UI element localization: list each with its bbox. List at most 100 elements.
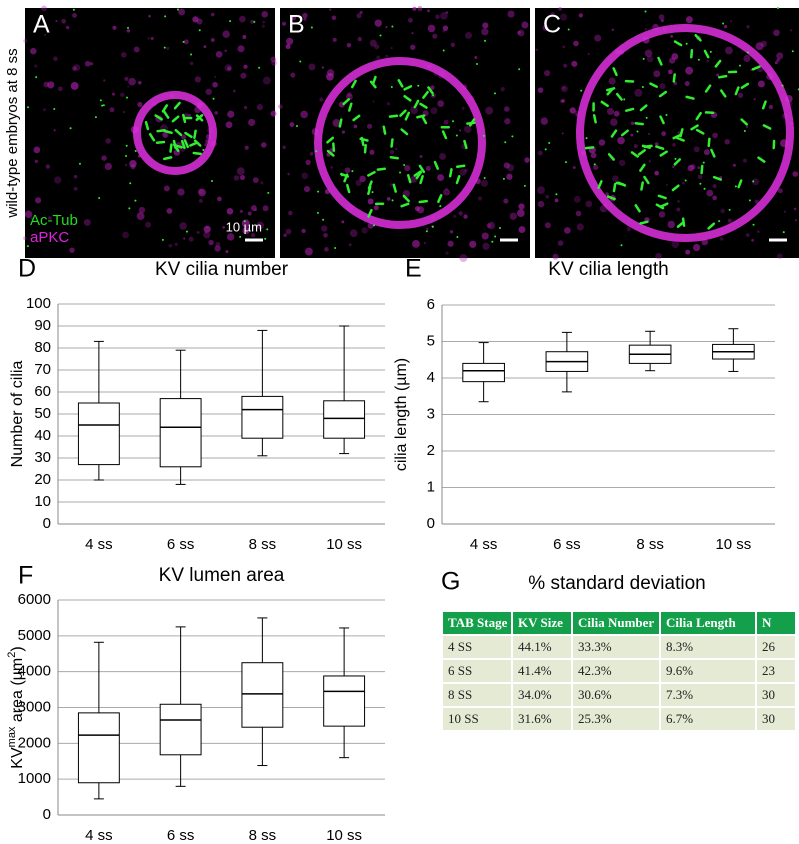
green-dot <box>623 98 626 101</box>
stain-spot <box>410 175 418 183</box>
cilium <box>413 99 420 109</box>
stain-spot <box>61 18 67 24</box>
green-dot <box>351 170 354 173</box>
cell-text: 4 SS <box>448 639 472 654</box>
stain-spot <box>309 152 314 156</box>
stain-spot <box>321 225 328 232</box>
stain-spot <box>240 175 246 181</box>
stain-spot <box>521 21 529 29</box>
table-cell <box>443 684 511 706</box>
green-dot <box>212 97 215 100</box>
stain-spot <box>430 107 438 115</box>
stain-spot <box>569 107 576 114</box>
stain-spot <box>83 218 91 226</box>
stain-spot <box>203 225 211 233</box>
side-label: wild-type embryos at 8 ss <box>4 48 21 218</box>
stain-spot <box>239 15 246 23</box>
stain-spot <box>692 243 701 252</box>
green-dot <box>125 155 128 158</box>
stain-spot <box>73 186 78 191</box>
stain-spot <box>48 216 52 220</box>
cilium <box>455 175 461 185</box>
stain-spot <box>41 5 47 12</box>
green-dot <box>684 179 687 182</box>
stain-spot <box>239 209 243 213</box>
stain-spot <box>385 54 389 58</box>
cilium <box>740 82 750 89</box>
stain-spot <box>72 13 77 18</box>
stain-spot <box>324 247 329 252</box>
stain-spot <box>535 48 538 51</box>
stain-spot <box>290 72 296 78</box>
stain-spot <box>732 163 736 167</box>
stain-spot <box>150 36 154 41</box>
stain-spot <box>308 63 316 71</box>
cilium <box>182 113 187 124</box>
y-tick-label: 50 <box>34 405 51 422</box>
cilium <box>348 102 353 112</box>
stain-spot <box>648 132 651 135</box>
stain-spot <box>445 11 449 15</box>
stain-spot <box>373 205 379 211</box>
cilium <box>163 110 170 119</box>
cilium <box>399 109 407 117</box>
stain-spot <box>464 168 468 173</box>
stain-spot <box>727 218 732 223</box>
stain-spot <box>250 205 257 211</box>
stain-spot <box>745 233 750 237</box>
panel-label: C <box>543 11 561 39</box>
stain-spot <box>481 232 489 240</box>
stain-spot <box>445 188 448 191</box>
stain-spot <box>427 24 436 33</box>
green-dot <box>26 245 29 248</box>
stain-spot <box>289 122 295 127</box>
stain-spot <box>329 8 332 11</box>
green-dot <box>243 220 246 223</box>
green-dot <box>190 53 193 56</box>
cilium <box>657 56 663 66</box>
stain-spot <box>563 63 568 68</box>
green-dot <box>266 228 269 231</box>
stain-spot <box>594 34 602 42</box>
stain-spot <box>179 222 187 230</box>
y-label-part: ) <box>9 646 26 651</box>
cell-text: 30 <box>762 711 775 726</box>
stain-spot <box>687 164 694 172</box>
table-title: % standard deviation <box>528 573 705 594</box>
cilium <box>416 114 426 119</box>
stain-spot <box>606 107 615 116</box>
cilium <box>600 100 609 108</box>
stain-spot <box>654 142 659 147</box>
green-dot <box>593 163 596 166</box>
stain-spot <box>410 106 418 114</box>
green-dot <box>544 148 547 151</box>
stain-spot <box>376 55 381 60</box>
header-cell <box>513 612 571 634</box>
stain-spot <box>768 104 774 110</box>
cilium <box>400 202 410 208</box>
stain-spot <box>716 73 720 77</box>
stain-spot <box>225 121 233 129</box>
cell-text: 44.1% <box>518 639 552 654</box>
stain-spot <box>571 60 578 67</box>
cilium <box>672 73 676 83</box>
cilium <box>673 40 683 47</box>
stain-spot <box>672 165 675 169</box>
stain-spot <box>608 77 616 85</box>
cilium <box>192 151 202 156</box>
stain-spot <box>408 17 413 23</box>
stain-spot <box>168 243 173 248</box>
cell-text: 26 <box>762 639 776 654</box>
stain-spot <box>578 13 583 18</box>
stain-spot <box>459 129 462 132</box>
y-tick-label: 3 <box>427 405 435 422</box>
stain-spot <box>192 16 199 23</box>
stain-spot <box>776 52 784 60</box>
y-tick-label: 5 <box>427 332 435 349</box>
stain-spot <box>203 45 207 49</box>
stain-spot <box>665 183 668 186</box>
stain-spot <box>43 33 47 37</box>
stain-spot <box>458 211 464 216</box>
stain-spot <box>425 165 431 171</box>
cell-text: 30 <box>762 687 775 702</box>
